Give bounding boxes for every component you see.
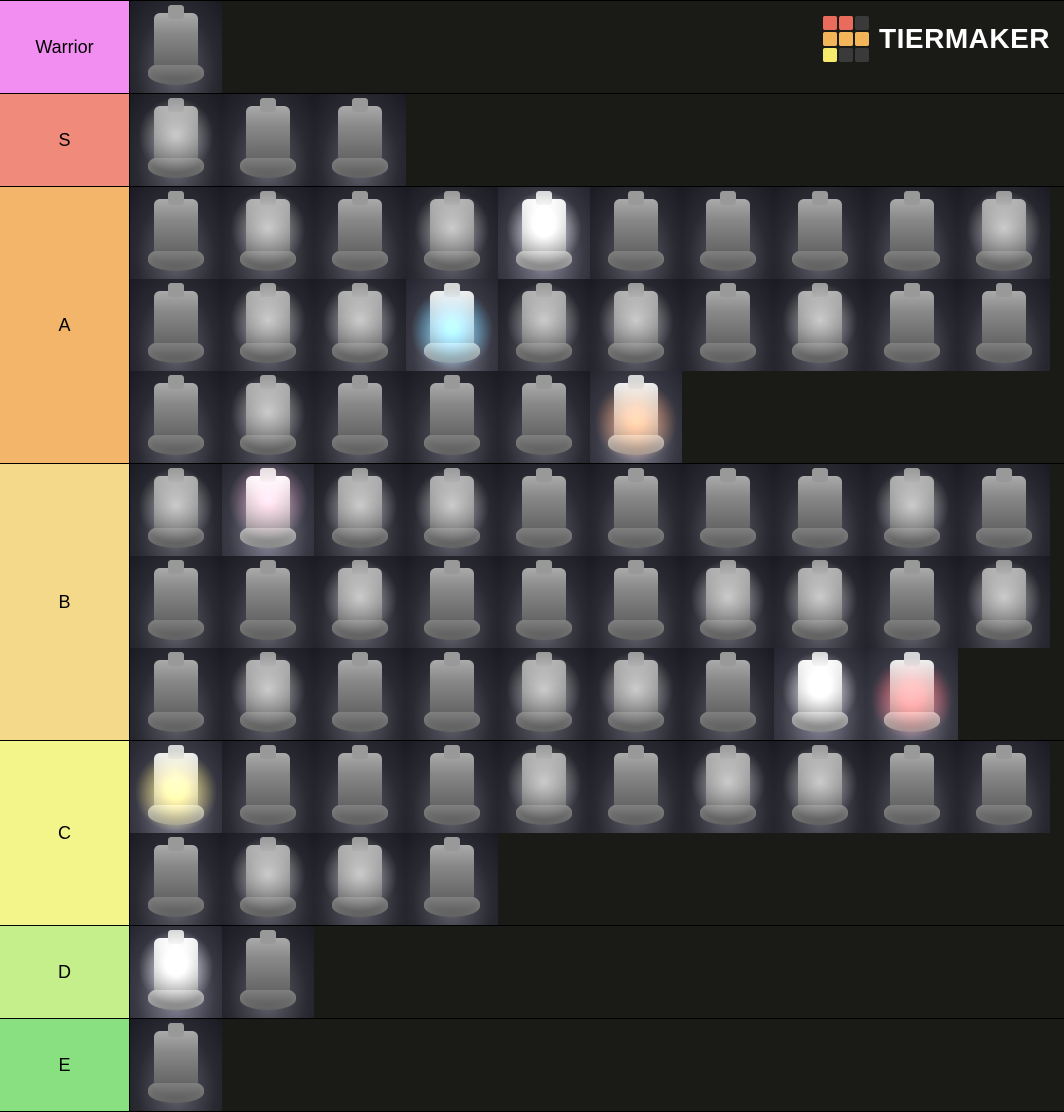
tier-item[interactable] <box>866 556 958 648</box>
tier-item[interactable] <box>866 648 958 740</box>
tier-item[interactable] <box>222 187 314 279</box>
tier-items[interactable] <box>130 187 1064 463</box>
tier-item[interactable] <box>314 279 406 371</box>
tier-item[interactable] <box>130 1 222 93</box>
tier-item[interactable] <box>222 833 314 925</box>
tier-item[interactable] <box>130 556 222 648</box>
tier-item[interactable] <box>222 556 314 648</box>
tier-item[interactable] <box>958 556 1050 648</box>
tier-item[interactable] <box>222 464 314 556</box>
tier-item[interactable] <box>590 187 682 279</box>
tier-label[interactable]: A <box>0 187 130 463</box>
tier-item[interactable] <box>406 741 498 833</box>
tier-item[interactable] <box>774 464 866 556</box>
tier-item[interactable] <box>774 741 866 833</box>
tier-item[interactable] <box>958 741 1050 833</box>
tier-item[interactable] <box>498 648 590 740</box>
tier-item[interactable] <box>222 926 314 1018</box>
tier-item[interactable] <box>682 556 774 648</box>
tier-item[interactable] <box>866 187 958 279</box>
tier-label[interactable]: B <box>0 464 130 740</box>
tier-item[interactable] <box>130 94 222 186</box>
tier-item[interactable] <box>130 187 222 279</box>
tier-items[interactable] <box>130 1019 1064 1111</box>
tier-item[interactable] <box>682 741 774 833</box>
tier-item[interactable] <box>130 741 222 833</box>
tier-item[interactable] <box>774 187 866 279</box>
tier-item[interactable] <box>222 648 314 740</box>
tier-row: C <box>0 740 1064 925</box>
tier-item[interactable] <box>406 371 498 463</box>
tier-row: B <box>0 463 1064 740</box>
tier-item[interactable] <box>590 741 682 833</box>
tier-label[interactable]: C <box>0 741 130 925</box>
tier-items[interactable] <box>130 926 1064 1018</box>
tier-item[interactable] <box>866 279 958 371</box>
tier-item[interactable] <box>590 648 682 740</box>
tier-item[interactable] <box>774 556 866 648</box>
tiermaker-logo-grid <box>823 16 869 62</box>
tier-item[interactable] <box>222 94 314 186</box>
tier-list: WarriorSABCDE <box>0 0 1064 1112</box>
tier-label[interactable]: E <box>0 1019 130 1111</box>
tier-item[interactable] <box>314 464 406 556</box>
tier-item[interactable] <box>130 279 222 371</box>
tier-item[interactable] <box>222 371 314 463</box>
tier-label[interactable]: S <box>0 94 130 186</box>
tier-item[interactable] <box>406 187 498 279</box>
tier-item[interactable] <box>130 926 222 1018</box>
tier-item[interactable] <box>222 741 314 833</box>
tier-item[interactable] <box>682 279 774 371</box>
tier-item[interactable] <box>406 833 498 925</box>
tier-item[interactable] <box>774 279 866 371</box>
tier-item[interactable] <box>406 279 498 371</box>
tier-item[interactable] <box>866 464 958 556</box>
tier-item[interactable] <box>682 464 774 556</box>
tier-items[interactable] <box>130 94 1064 186</box>
tier-item[interactable] <box>774 648 866 740</box>
tier-item[interactable] <box>406 648 498 740</box>
tier-label[interactable]: D <box>0 926 130 1018</box>
tiermaker-logo-text: TIERMAKER <box>879 23 1050 55</box>
tier-item[interactable] <box>130 1019 222 1111</box>
tier-item[interactable] <box>222 279 314 371</box>
tier-item[interactable] <box>498 741 590 833</box>
tier-item[interactable] <box>130 648 222 740</box>
tier-items[interactable] <box>130 464 1064 740</box>
tier-item[interactable] <box>590 464 682 556</box>
tier-item[interactable] <box>590 279 682 371</box>
tier-item[interactable] <box>958 464 1050 556</box>
tier-items[interactable] <box>130 741 1064 925</box>
tier-item[interactable] <box>682 648 774 740</box>
tier-row: A <box>0 186 1064 463</box>
tier-item[interactable] <box>130 464 222 556</box>
tier-row: D <box>0 925 1064 1018</box>
tiermaker-logo: TIERMAKER <box>823 16 1050 62</box>
tier-item[interactable] <box>498 371 590 463</box>
tier-item[interactable] <box>498 464 590 556</box>
tier-item[interactable] <box>590 556 682 648</box>
tier-item[interactable] <box>314 187 406 279</box>
tier-item[interactable] <box>958 279 1050 371</box>
tier-item[interactable] <box>498 279 590 371</box>
tier-item[interactable] <box>314 556 406 648</box>
tier-item[interactable] <box>958 187 1050 279</box>
tier-item[interactable] <box>314 371 406 463</box>
tier-item[interactable] <box>590 371 682 463</box>
tier-item[interactable] <box>406 464 498 556</box>
tier-item[interactable] <box>498 187 590 279</box>
tier-item[interactable] <box>406 556 498 648</box>
tier-item[interactable] <box>314 741 406 833</box>
tier-item[interactable] <box>314 94 406 186</box>
tier-item[interactable] <box>314 648 406 740</box>
tier-row: E <box>0 1018 1064 1111</box>
tier-item[interactable] <box>682 187 774 279</box>
tier-item[interactable] <box>130 833 222 925</box>
tier-row: S <box>0 93 1064 186</box>
tier-item[interactable] <box>314 833 406 925</box>
tier-label[interactable]: Warrior <box>0 1 130 93</box>
tier-item[interactable] <box>130 371 222 463</box>
tier-item[interactable] <box>498 556 590 648</box>
tier-item[interactable] <box>866 741 958 833</box>
